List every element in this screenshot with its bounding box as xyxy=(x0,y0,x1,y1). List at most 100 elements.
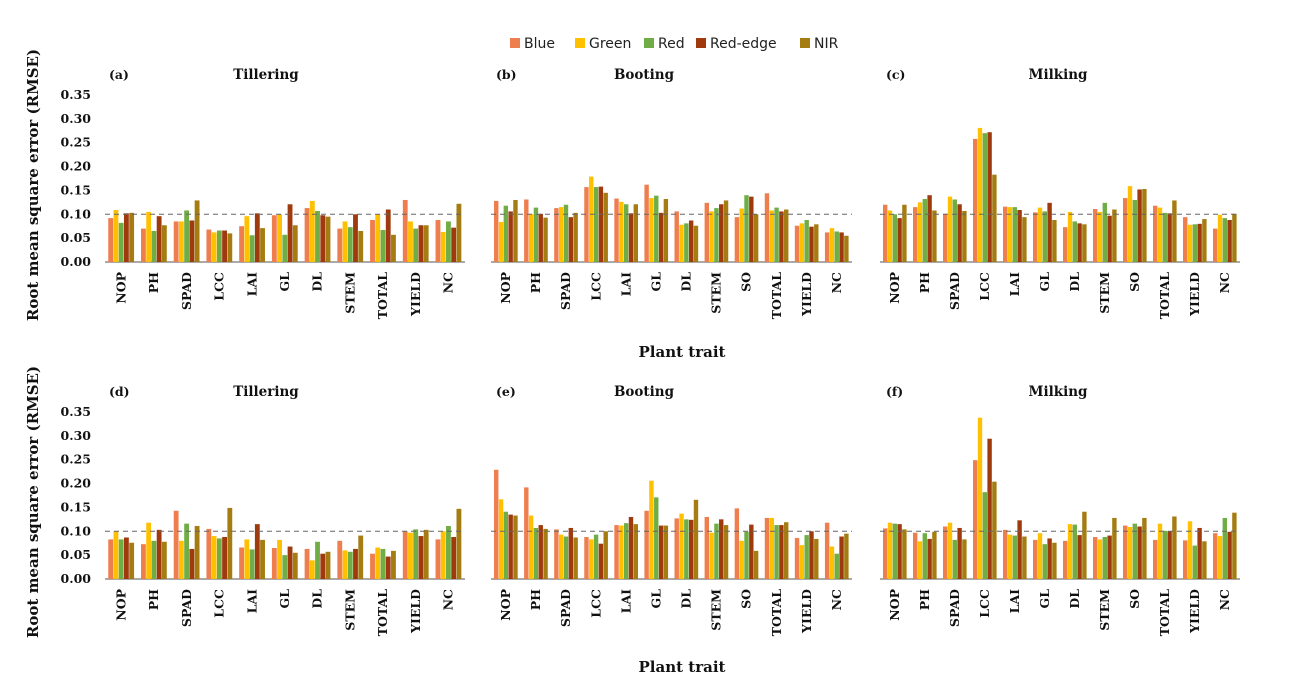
bar-lcc-red xyxy=(982,492,987,579)
category-label: LCC xyxy=(977,272,992,301)
bar-total-nir xyxy=(1172,200,1177,262)
category-label: STEM xyxy=(709,589,724,631)
bar-ph-nir xyxy=(932,210,937,262)
bar-nop-blue xyxy=(108,539,114,579)
bar-spad-nir xyxy=(962,539,967,579)
bar-spad-blue xyxy=(943,526,948,579)
bar-nop-red-edge xyxy=(897,524,902,579)
y-tick-label: 0.30 xyxy=(61,428,92,443)
bar-spad-red xyxy=(952,539,957,579)
bar-ph-nir xyxy=(161,541,167,579)
bar-dl-blue xyxy=(304,208,310,262)
bar-yield-red xyxy=(804,535,809,579)
bar-ph-red xyxy=(922,533,927,579)
bar-spad-blue xyxy=(173,221,179,262)
bar-so-nir xyxy=(753,214,759,262)
bar-nc-red-edge xyxy=(1227,220,1232,262)
category-label: NC xyxy=(829,589,844,610)
bar-lcc-green xyxy=(589,176,594,262)
bar-gl-nir xyxy=(1052,220,1057,262)
legend-swatch xyxy=(510,38,520,48)
bar-gl-red xyxy=(654,195,659,262)
bar-nc-green xyxy=(829,228,835,262)
bar-nop-nir xyxy=(902,529,907,579)
category-label: YIELD xyxy=(1187,272,1202,317)
category-label: LAI xyxy=(618,589,633,613)
category-label: GL xyxy=(649,272,664,292)
panel-label: (e) xyxy=(496,384,516,399)
bar-spad-blue xyxy=(554,208,559,262)
bar-nc-red-edge xyxy=(839,232,844,262)
bar-nop-red-edge xyxy=(508,211,513,262)
bar-stem-red-edge xyxy=(719,519,724,579)
bar-nc-blue xyxy=(435,539,441,579)
bar-yield-red xyxy=(1192,545,1197,579)
bar-dl-green xyxy=(1067,524,1073,579)
bar-total-blue xyxy=(370,553,375,579)
bar-total-red-edge xyxy=(1167,531,1172,579)
bar-nc-nir xyxy=(1232,213,1237,262)
category-label: PH xyxy=(146,272,161,293)
category-label: NC xyxy=(1217,272,1232,293)
bar-so-green xyxy=(739,208,744,262)
category-label: SO xyxy=(1127,272,1142,292)
category-label: LAI xyxy=(1007,272,1022,296)
y-tick-label: 0.15 xyxy=(61,499,91,514)
bar-lcc-green xyxy=(211,536,217,579)
legend-swatch xyxy=(575,38,585,48)
bar-spad-green xyxy=(947,196,953,262)
bar-dl-red-edge xyxy=(320,215,326,262)
bar-gl-red-edge xyxy=(1047,538,1052,579)
bar-nop-red-edge xyxy=(123,537,129,579)
bar-lai-red-edge xyxy=(628,213,634,262)
bar-gl-red xyxy=(1042,211,1047,262)
bar-stem-blue xyxy=(1093,537,1098,579)
bar-so-nir xyxy=(753,550,759,579)
bar-nop-blue xyxy=(883,528,888,579)
category-label: DL xyxy=(310,272,325,292)
bar-total-red xyxy=(380,230,386,262)
bar-stem-green xyxy=(709,211,714,262)
panel-label: (c) xyxy=(886,67,905,82)
bar-stem-red xyxy=(347,551,353,579)
bar-yield-red xyxy=(413,529,419,579)
bar-lcc-green xyxy=(977,127,983,262)
bar-nc-blue xyxy=(435,220,441,262)
bar-nc-blue xyxy=(1213,533,1218,579)
bar-total-green xyxy=(375,214,381,262)
category-label: SO xyxy=(739,272,754,292)
panel-title: Booting xyxy=(614,67,675,83)
y-tick-label: 0.05 xyxy=(61,230,91,245)
bar-total-green xyxy=(769,517,774,579)
bar-stem-blue xyxy=(704,202,709,262)
legend-label: Red xyxy=(658,36,685,52)
category-label: NOP xyxy=(887,588,902,620)
bar-lai-nir xyxy=(1022,536,1027,579)
category-label: LCC xyxy=(588,272,603,301)
bar-lai-green xyxy=(244,216,250,262)
category-label: YIELD xyxy=(1187,589,1202,634)
bar-lai-green xyxy=(619,525,624,579)
category-label: STEM xyxy=(709,272,724,314)
bar-nop-red xyxy=(503,511,509,579)
bar-gl-blue xyxy=(1033,539,1038,579)
bar-nop-red xyxy=(892,214,897,262)
bar-yield-red-edge xyxy=(1197,527,1202,579)
category-label: NOP xyxy=(113,271,128,303)
legend-item-red-edge: Red-edge xyxy=(696,36,777,52)
bar-lcc-nir xyxy=(992,174,997,262)
bar-total-nir xyxy=(391,550,396,579)
bar-nc-red-edge xyxy=(451,537,457,579)
bar-yield-green xyxy=(799,545,805,579)
legend-swatch xyxy=(696,38,706,48)
y-tick-label: 0.25 xyxy=(61,452,91,467)
bar-gl-blue xyxy=(644,184,649,262)
bar-so-green xyxy=(1127,186,1133,262)
category-label: SPAD xyxy=(558,589,573,627)
category-label: GL xyxy=(277,589,292,609)
bar-nc-green xyxy=(1217,536,1223,579)
category-label: LCC xyxy=(212,589,227,618)
category-label: DL xyxy=(679,272,694,292)
bar-dl-red-edge xyxy=(320,553,326,579)
bar-dl-red-edge xyxy=(1077,535,1082,579)
